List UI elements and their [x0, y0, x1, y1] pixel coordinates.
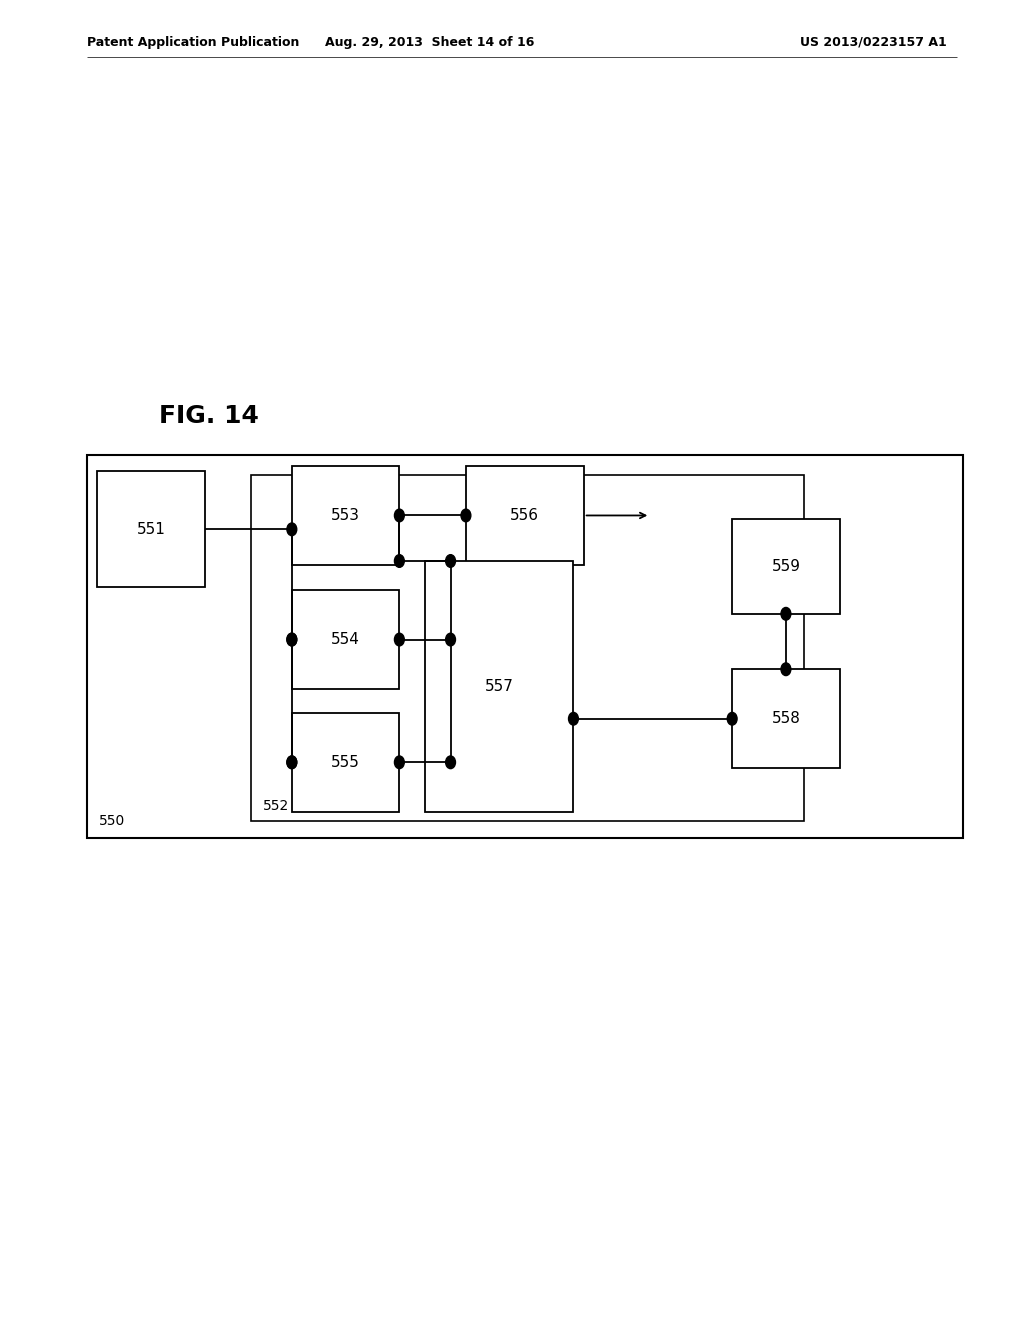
Text: 556: 556 — [510, 508, 540, 523]
Bar — [292, 466, 399, 565]
Circle shape — [781, 607, 791, 620]
Circle shape — [287, 523, 297, 536]
Circle shape — [461, 510, 471, 521]
Bar — [87, 455, 963, 838]
Text: 558: 558 — [771, 711, 801, 726]
Bar — [292, 713, 399, 812]
Text: 553: 553 — [331, 508, 360, 523]
Text: 552: 552 — [263, 799, 290, 813]
Circle shape — [394, 554, 404, 568]
Circle shape — [287, 634, 297, 645]
Circle shape — [445, 756, 456, 768]
Circle shape — [394, 756, 404, 768]
Text: 557: 557 — [484, 678, 514, 694]
Circle shape — [568, 713, 579, 725]
Bar — [732, 519, 840, 614]
Circle shape — [445, 554, 456, 568]
Bar — [466, 466, 584, 565]
Text: 554: 554 — [331, 632, 360, 647]
Text: Patent Application Publication: Patent Application Publication — [87, 36, 299, 49]
Circle shape — [727, 713, 737, 725]
Circle shape — [287, 634, 297, 645]
Text: 559: 559 — [771, 558, 801, 574]
Circle shape — [445, 634, 456, 645]
Text: Aug. 29, 2013  Sheet 14 of 16: Aug. 29, 2013 Sheet 14 of 16 — [326, 36, 535, 49]
Bar — [251, 475, 804, 821]
Bar — [97, 471, 205, 587]
Bar — [425, 561, 573, 812]
Text: US 2013/0223157 A1: US 2013/0223157 A1 — [801, 36, 947, 49]
Text: 551: 551 — [136, 521, 166, 537]
Circle shape — [394, 634, 404, 645]
Circle shape — [781, 663, 791, 676]
Circle shape — [287, 756, 297, 768]
Text: FIG. 14: FIG. 14 — [159, 404, 259, 428]
Circle shape — [287, 756, 297, 768]
Text: 550: 550 — [99, 813, 126, 828]
Circle shape — [394, 510, 404, 521]
Bar — [732, 669, 840, 768]
Text: 555: 555 — [331, 755, 360, 770]
Bar — [292, 590, 399, 689]
